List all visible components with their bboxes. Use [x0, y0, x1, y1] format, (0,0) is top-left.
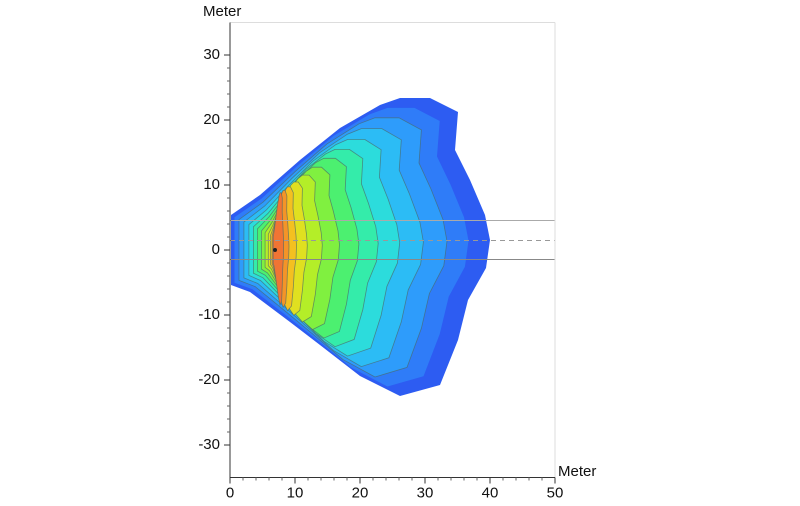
y-tick-label: 30 — [203, 46, 220, 63]
y-tick-label: -10 — [198, 306, 220, 323]
y-tick-label: 10 — [203, 176, 220, 193]
reference-lines — [230, 220, 555, 260]
x-tick-label: 10 — [287, 484, 304, 501]
x-tick-label: 40 — [482, 484, 499, 501]
x-tick-label: 0 — [226, 484, 234, 501]
y-tick-label: -30 — [198, 436, 220, 453]
contour-field — [231, 98, 490, 396]
source-point — [273, 248, 277, 252]
y-axis-label: Meter — [203, 3, 241, 20]
x-axis-label: Meter — [558, 463, 596, 480]
x-tick-label: 50 — [547, 484, 564, 501]
x-tick-label: 20 — [352, 484, 369, 501]
x-tick-label: 30 — [417, 484, 434, 501]
y-tick-label: 0 — [212, 241, 220, 258]
y-tick-label: 20 — [203, 111, 220, 128]
y-tick-label: -20 — [198, 371, 220, 388]
